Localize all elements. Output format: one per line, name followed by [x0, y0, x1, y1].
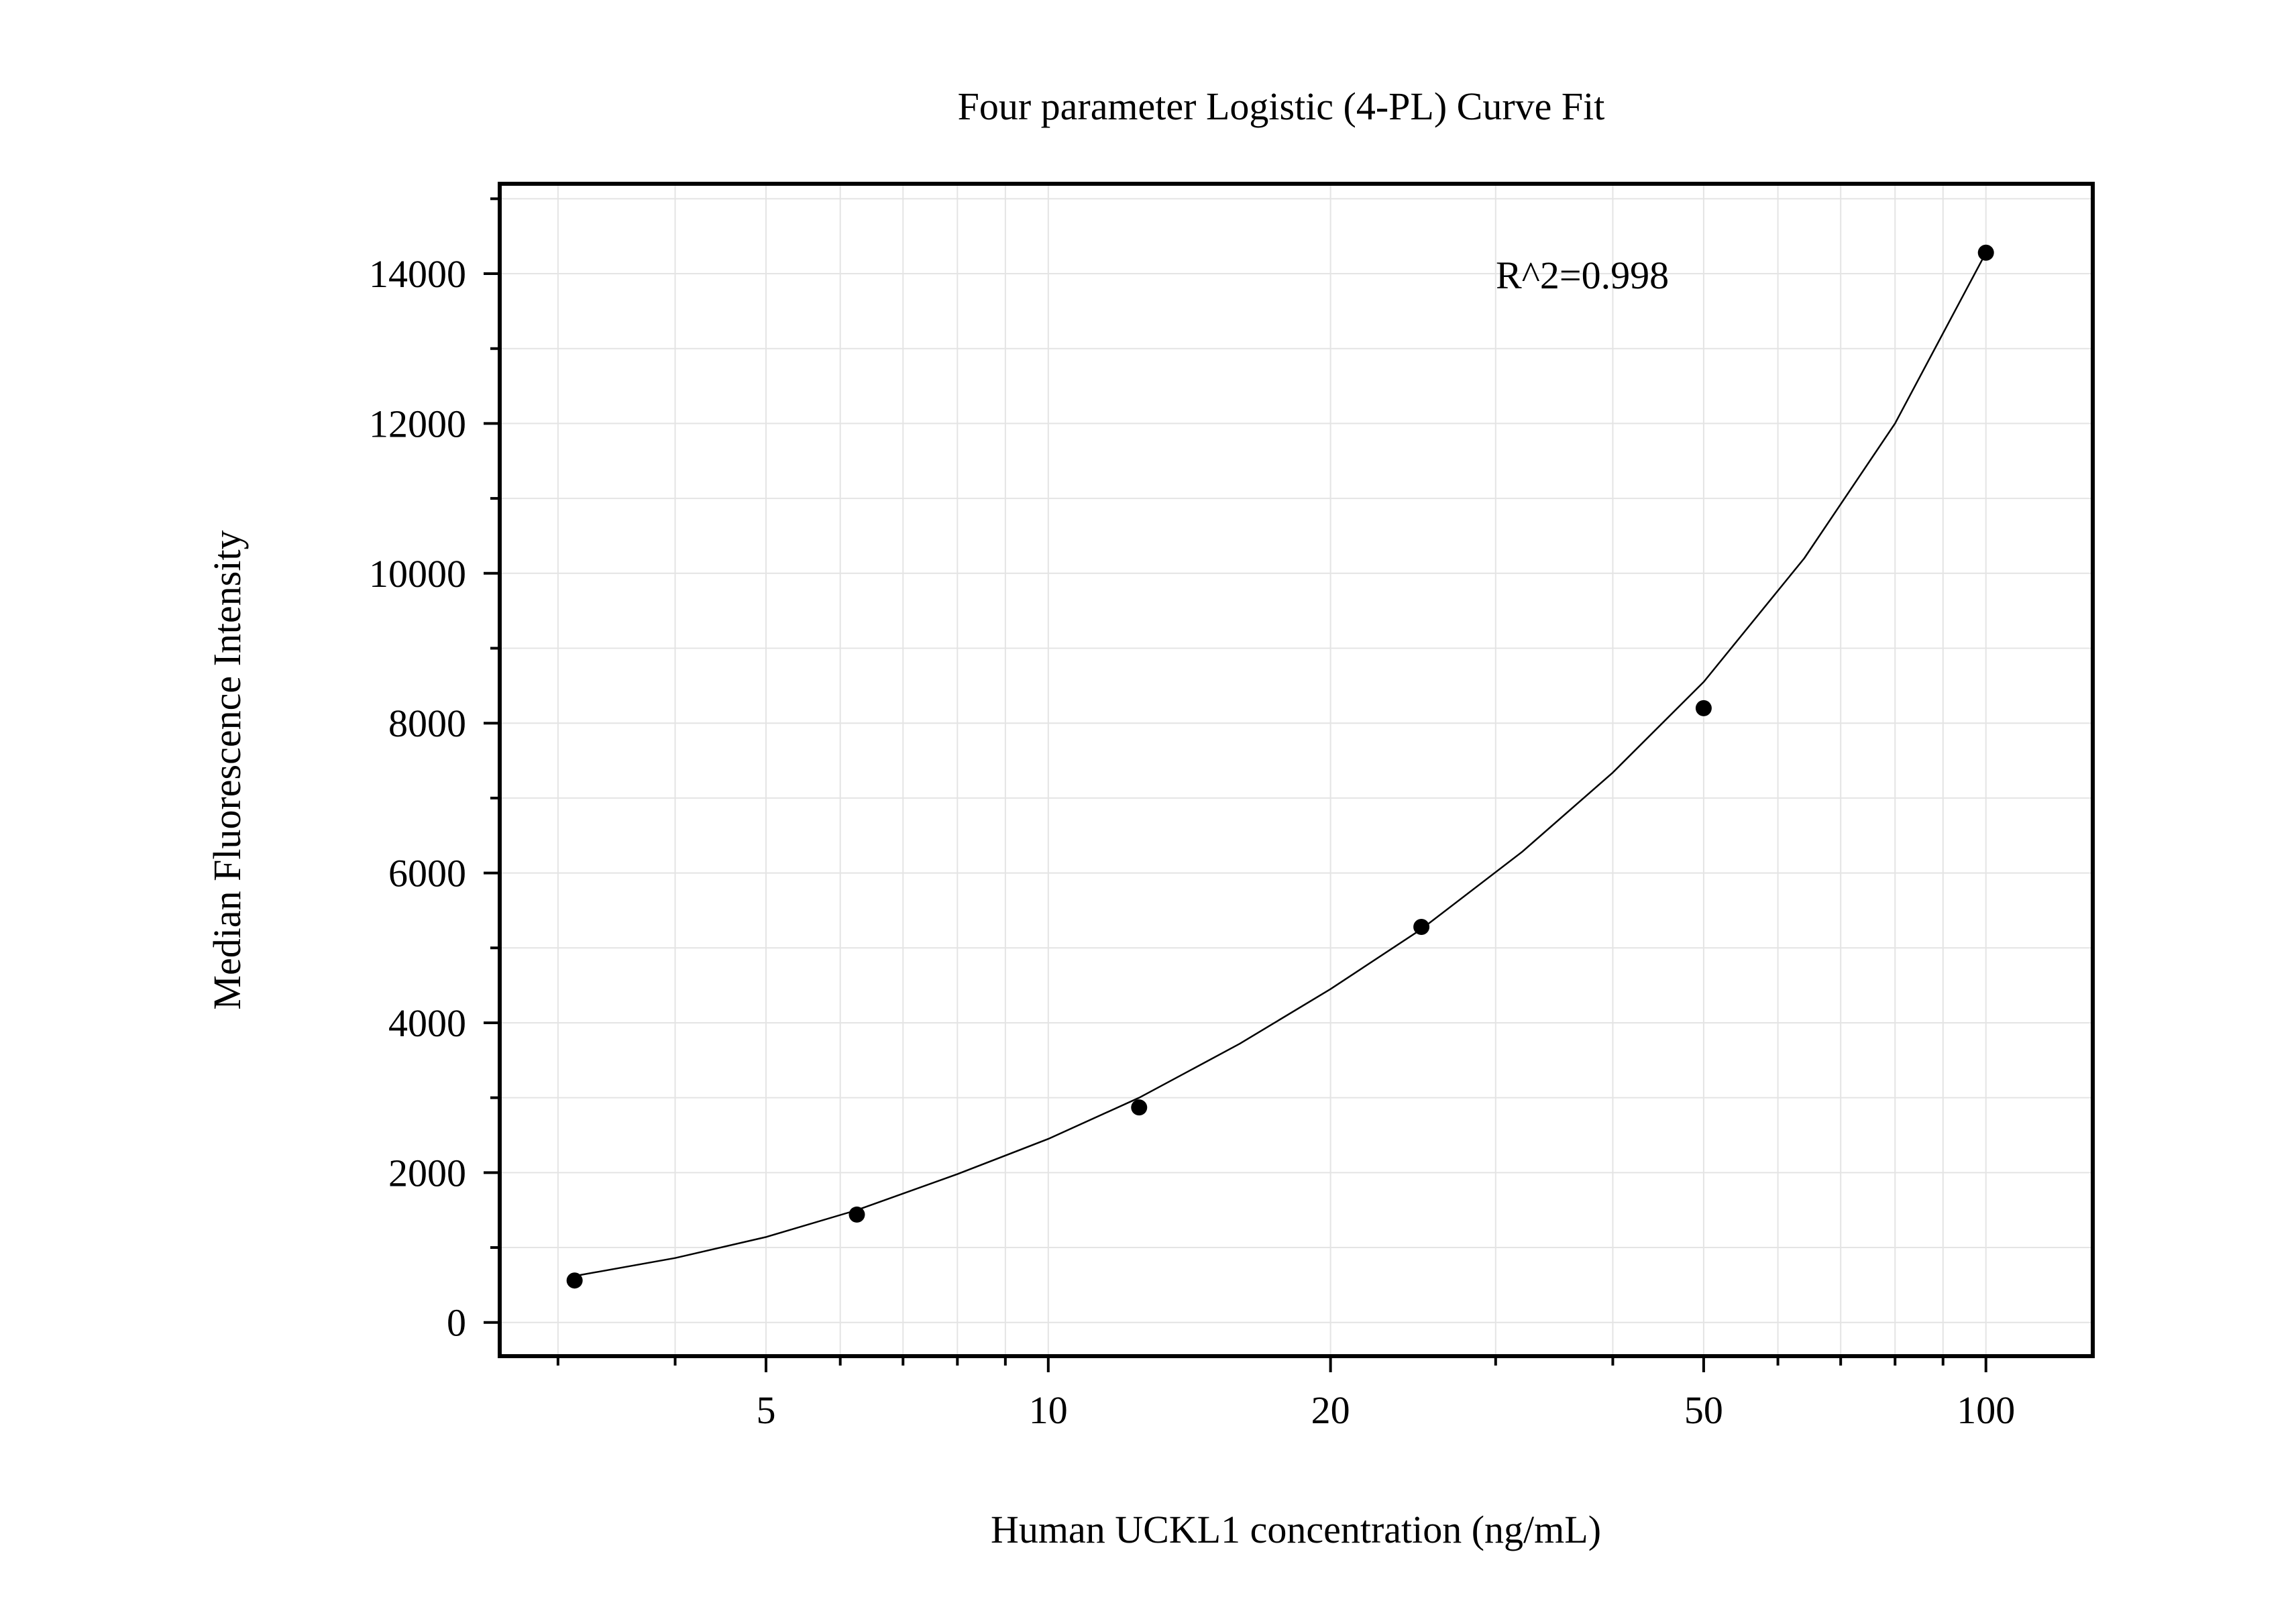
chart-title: Four parameter Logistic (4-PL) Curve Fit	[958, 85, 1605, 128]
r-squared-annotation: R^2=0.998	[1496, 254, 1669, 297]
grid	[500, 184, 2093, 1356]
x-tick-label: 10	[1029, 1388, 1068, 1432]
y-tick-label: 0	[447, 1301, 466, 1345]
x-tick-label: 20	[1311, 1388, 1350, 1432]
y-tick-label: 4000	[388, 1001, 466, 1045]
y-axis-label: Median Fluorescence Intensity	[205, 530, 249, 1009]
x-axis-label: Human UCKL1 concentration (ng/mL)	[991, 1508, 1601, 1551]
x-tick-label: 100	[1957, 1388, 2015, 1432]
data-point	[1977, 244, 1994, 261]
x-tick-label: 50	[1684, 1388, 1723, 1432]
y-tick-label: 8000	[388, 702, 466, 745]
y-tick-label: 6000	[388, 852, 466, 895]
data-point	[1131, 1099, 1148, 1116]
y-tick-label: 14000	[369, 252, 466, 296]
x-tick-label: 5	[757, 1388, 776, 1432]
data-point	[1413, 918, 1430, 935]
axis-ticks: 5 10 20 50 100 0 2000 4000 6000 8000 10000 12000 140…	[369, 197, 2015, 1432]
y-tick-label: 10000	[369, 552, 466, 596]
fit-curve-layer	[574, 252, 1987, 1277]
data-points	[566, 244, 1994, 1289]
y-tick-label: 12000	[369, 402, 466, 445]
data-point	[849, 1206, 865, 1223]
data-point	[566, 1272, 583, 1289]
fit-curve	[574, 252, 1987, 1277]
data-point	[1695, 700, 1712, 716]
y-tick-label: 2000	[388, 1151, 466, 1195]
plot-frame	[498, 182, 2095, 1358]
